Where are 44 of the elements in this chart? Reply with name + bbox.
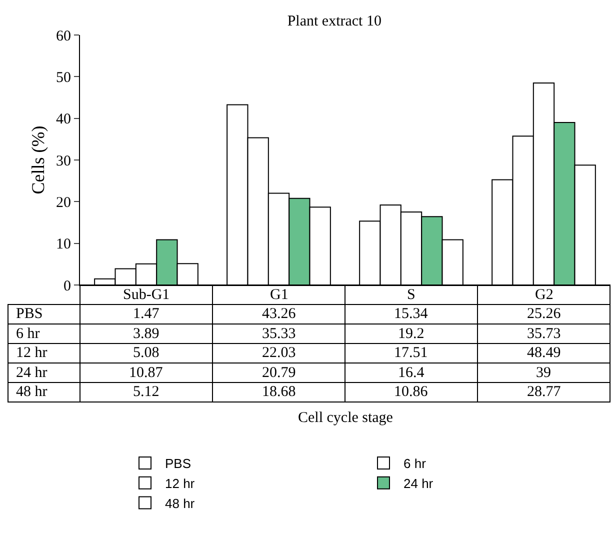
data-label: 20.79 <box>262 365 296 381</box>
y-tick-label: 40 <box>56 112 71 128</box>
y-tick-label: 30 <box>56 153 71 170</box>
text: 24 hr <box>16 365 48 381</box>
y-axis-title: Cells (%) <box>28 126 48 194</box>
x-tick-label: S <box>407 287 416 303</box>
legend-label: PBS <box>165 456 192 472</box>
text: 48 hr <box>16 384 48 400</box>
data-label: 5.08 <box>133 345 160 361</box>
data-label: 16.4 <box>398 365 425 381</box>
x-tick-label: G2 <box>535 287 554 303</box>
x-tick-label: Sub-G1 <box>123 287 170 303</box>
data-label: 3.89 <box>133 326 160 342</box>
y-tick-label: 20 <box>56 194 71 211</box>
data-label: 43.26 <box>262 306 296 322</box>
legend-label: 6 hr <box>404 456 427 472</box>
data-label: 17.51 <box>394 345 428 361</box>
data-label: 5.12 <box>133 384 160 400</box>
y-tick-label: 10 <box>56 236 71 253</box>
x-tick-label: G1 <box>270 287 288 303</box>
data-label: 35.73 <box>527 326 561 342</box>
data-label: 15.34 <box>394 306 428 322</box>
data-label: 18.68 <box>262 384 296 400</box>
data-label: 39 <box>536 365 551 381</box>
legend-label: 24 hr <box>404 476 434 491</box>
legend-label: 48 hr <box>165 496 196 511</box>
data-label: 19.2 <box>398 326 424 342</box>
data-label: 28.77 <box>527 384 562 400</box>
y-tick-label: 60 <box>56 28 71 44</box>
data-label: 48.49 <box>527 345 561 361</box>
legend-label: 12 hr <box>165 476 196 491</box>
y-tick-label: 0 <box>64 278 71 294</box>
data-label: 10.87 <box>129 365 164 381</box>
data-label: 35.33 <box>262 326 296 342</box>
data-label: 1.47 <box>133 306 160 322</box>
data-label: 10.86 <box>394 384 428 400</box>
y-tick-label: 50 <box>56 70 71 86</box>
text: PBS <box>16 306 43 322</box>
data-label: 25.26 <box>527 306 562 322</box>
text: Cell cycle stage <box>298 410 394 426</box>
data-label: 22.03 <box>262 345 296 361</box>
text: 12 hr <box>16 345 48 361</box>
text: 6 hr <box>16 326 40 342</box>
chart-title: Plant extract 10 <box>287 13 382 30</box>
